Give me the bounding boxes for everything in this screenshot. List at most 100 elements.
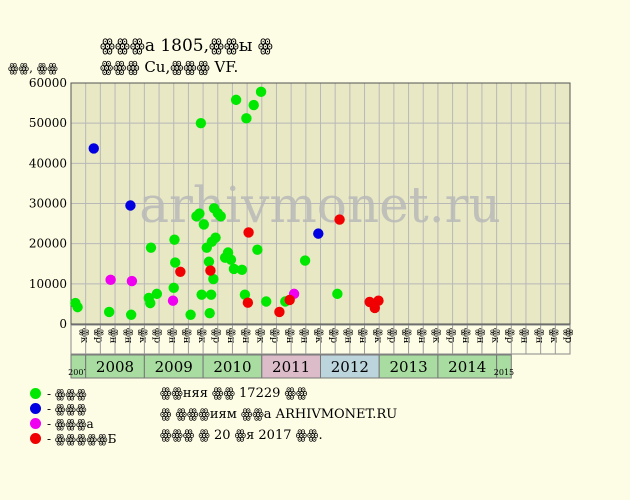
chart-title-line2: ꙮꙮꙮ Cu,ꙮꙮꙮ VF. (100, 58, 238, 76)
month-tick-label: ꙮк (196, 328, 207, 344)
month-tick-label: ꙮк (372, 328, 383, 344)
legend-label: - ꙮꙮꙮ (47, 401, 87, 416)
month-tick-label: ꙮр (210, 328, 221, 343)
year-cell (496, 354, 512, 379)
data-point-magenta (167, 295, 179, 306)
data-point-green (260, 296, 272, 307)
data-point-green (210, 232, 221, 243)
data-point-green (203, 256, 215, 267)
month-tick-label: ꙮк (489, 328, 500, 344)
data-point-green (194, 208, 205, 219)
plot-frame (70, 82, 571, 325)
y-tick-label: 50000 (29, 116, 67, 130)
month-tick-label: ꙮн (357, 328, 368, 344)
info-source: ꙮ ꙮꙮꙮиям ꙮꙮa ARHIVMONET.RU (160, 407, 398, 422)
data-point-red (274, 306, 285, 318)
data-point-green (145, 297, 156, 309)
year-label: 2008 (96, 358, 134, 376)
data-point-green (196, 289, 207, 300)
month-tick-label: ꙮн (401, 328, 412, 344)
y-tick-label: 30000 (29, 197, 67, 211)
chart-title-line1: ꙮꙮꙮa 1805,ꙮꙮы ꙮ (100, 36, 273, 56)
data-point-green (215, 211, 226, 222)
month-tick-label: ꙮн (343, 328, 354, 344)
info-block: ꙮꙮняя ꙮꙮ 17229 ꙮꙮ ꙮ ꙮꙮꙮиям ꙮꙮa ARHIVMONE… (160, 383, 397, 446)
data-point-green (239, 289, 251, 300)
y-tick-label: 60000 (29, 76, 67, 90)
data-point-green (230, 94, 242, 106)
month-tick-label: ꙮр (387, 328, 398, 343)
data-point-green (252, 244, 263, 255)
data-point-red (373, 295, 384, 306)
legend-label: - ꙮꙮꙮꙮꙮБ (47, 431, 117, 446)
data-point-magenta (105, 274, 116, 286)
month-tick-label: ꙮн (284, 328, 295, 344)
year-label: 2012 (331, 358, 369, 376)
data-point-green (299, 255, 311, 266)
data-point-green (248, 99, 259, 111)
month-tick-label: ꙮр (563, 328, 574, 343)
data-point-green (225, 254, 237, 265)
data-point-green (145, 242, 157, 253)
month-tick-label: ꙮн (298, 328, 309, 344)
legend-label: - ꙮꙮꙮ (47, 386, 87, 401)
month-tick-label: ꙮн (181, 328, 192, 344)
year-label: 2010 (213, 358, 251, 376)
data-point-green (198, 219, 210, 230)
month-tick-label: ꙮн (108, 328, 119, 344)
month-tick-label: ꙮк (431, 328, 442, 344)
month-tick-label: ꙮр (152, 328, 163, 343)
data-point-blue (88, 143, 99, 154)
info-date: ꙮꙮꙮ ꙮ 20 ꙮя 2017 ꙮꙮ. (160, 428, 323, 443)
month-tick-label: ꙮр (269, 328, 280, 343)
month-tick-label: ꙮн (519, 328, 530, 344)
month-tick-label: ꙮк (313, 328, 324, 344)
data-point-red (334, 214, 345, 225)
y-tick-label: 0 (59, 317, 67, 331)
y-axis-label: ꙮꙮ, ꙮꙮ (8, 61, 58, 75)
month-tick-label: ꙮн (460, 328, 471, 344)
data-point-blue (313, 228, 324, 239)
data-point-green (208, 273, 219, 285)
month-tick-label: ꙮн (475, 328, 486, 344)
data-point-red (284, 294, 295, 306)
data-point-green (125, 309, 137, 320)
data-point-green (151, 288, 163, 300)
year-label: 2007 (68, 368, 88, 377)
y-tick-label: 10000 (29, 277, 67, 291)
legend-marker (30, 403, 41, 414)
month-tick-label: ꙮр (445, 328, 456, 343)
data-point-green (228, 263, 240, 275)
year-label: 2013 (389, 358, 427, 376)
legend-marker (30, 418, 41, 429)
month-tick-label: ꙮр (504, 328, 515, 343)
month-tick-label: ꙮк (254, 328, 265, 344)
month-tick-label: ꙮк (137, 328, 148, 344)
data-point-green (169, 234, 180, 245)
data-point-green (185, 309, 196, 320)
data-point-red (205, 265, 216, 276)
month-tick-label: ꙮн (122, 328, 133, 344)
data-point-green (72, 301, 83, 313)
watermark-text: arhivmonet.ru (139, 176, 501, 234)
legend-item: - ꙮꙮꙮ (30, 401, 116, 416)
month-tick-label: ꙮн (533, 328, 544, 344)
data-point-red (175, 266, 186, 277)
data-point-green (168, 282, 179, 294)
year-label: 2009 (155, 358, 193, 376)
y-tick-label: 20000 (29, 237, 67, 251)
month-tick-label: ꙮн (225, 328, 236, 344)
info-average-price: ꙮꙮняя ꙮꙮ 17229 ꙮꙮ (160, 386, 308, 401)
data-point-green (103, 306, 115, 318)
plot-area: 0 10000 20000 30000 40000 50000 60000 arhivmone… (29, 76, 574, 379)
data-point-green (195, 117, 207, 129)
month-tick-label: ꙮн (166, 328, 177, 344)
legend-marker (30, 388, 41, 399)
year-label: 2015 (494, 368, 514, 377)
legend: - ꙮꙮꙮ - ꙮꙮꙮ - ꙮꙮꙮa - ꙮꙮꙮꙮꙮБ (30, 386, 116, 446)
data-point-green (236, 264, 248, 275)
data-point-green (332, 288, 343, 300)
legend-label: - ꙮꙮꙮa (47, 416, 94, 431)
month-tick-label: ꙮн (240, 328, 251, 344)
